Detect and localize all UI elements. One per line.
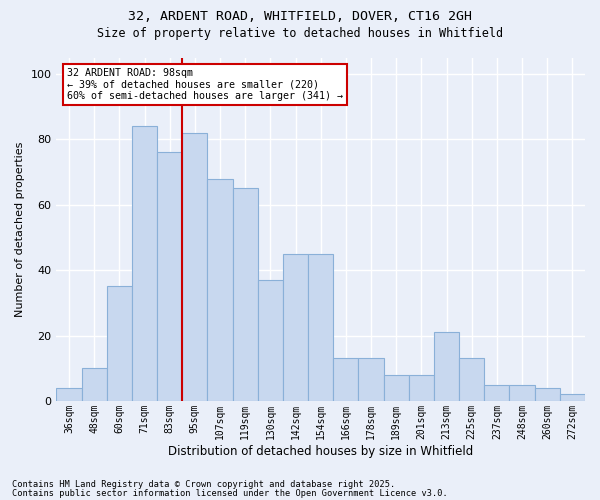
Text: Contains public sector information licensed under the Open Government Licence v3: Contains public sector information licen…	[12, 490, 448, 498]
Bar	[333, 358, 358, 401]
Bar	[308, 254, 333, 401]
Bar	[409, 375, 434, 401]
Bar	[383, 375, 409, 401]
Bar	[459, 358, 484, 401]
Bar	[182, 132, 208, 401]
Y-axis label: Number of detached properties: Number of detached properties	[15, 142, 25, 317]
Bar	[358, 358, 383, 401]
X-axis label: Distribution of detached houses by size in Whitfield: Distribution of detached houses by size …	[168, 444, 473, 458]
Bar	[258, 280, 283, 401]
Bar	[208, 178, 233, 401]
Bar	[107, 286, 132, 401]
Bar	[560, 394, 585, 401]
Bar	[132, 126, 157, 401]
Text: Size of property relative to detached houses in Whitfield: Size of property relative to detached ho…	[97, 28, 503, 40]
Text: Contains HM Land Registry data © Crown copyright and database right 2025.: Contains HM Land Registry data © Crown c…	[12, 480, 395, 489]
Bar	[535, 388, 560, 401]
Bar	[233, 188, 258, 401]
Text: 32, ARDENT ROAD, WHITFIELD, DOVER, CT16 2GH: 32, ARDENT ROAD, WHITFIELD, DOVER, CT16 …	[128, 10, 472, 23]
Bar	[434, 332, 459, 401]
Bar	[484, 384, 509, 401]
Bar	[157, 152, 182, 401]
Bar	[82, 368, 107, 401]
Text: 32 ARDENT ROAD: 98sqm
← 39% of detached houses are smaller (220)
60% of semi-det: 32 ARDENT ROAD: 98sqm ← 39% of detached …	[67, 68, 343, 101]
Bar	[283, 254, 308, 401]
Bar	[56, 388, 82, 401]
Bar	[509, 384, 535, 401]
